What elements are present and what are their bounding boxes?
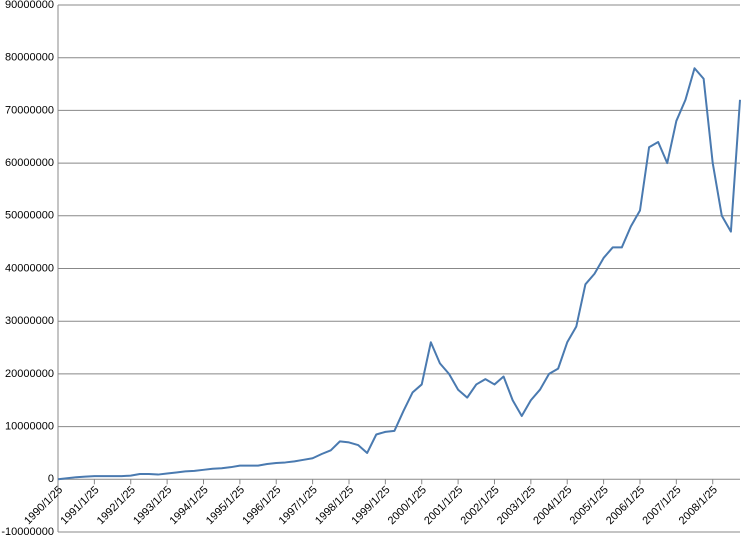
y-tick-label: 40000000 bbox=[5, 262, 54, 274]
x-tick-label: 1993/1/25 bbox=[131, 484, 174, 527]
x-tick-label: 1996/1/25 bbox=[240, 484, 283, 527]
x-tick-label: 1991/1/25 bbox=[58, 484, 101, 527]
x-tick-label: 1992/1/25 bbox=[95, 484, 138, 527]
x-tick-label: 1998/1/25 bbox=[313, 484, 356, 527]
y-tick-label: 70000000 bbox=[5, 104, 54, 116]
x-tick-label: 2007/1/25 bbox=[640, 484, 683, 527]
x-tick-label: 2000/1/25 bbox=[386, 484, 429, 527]
y-tick-label: 50000000 bbox=[5, 210, 54, 222]
y-tick-label: 0 bbox=[48, 473, 54, 485]
x-tick-label: 2004/1/25 bbox=[531, 484, 574, 527]
x-tick-label: 2003/1/25 bbox=[495, 484, 538, 527]
x-tick-label: 1995/1/25 bbox=[204, 484, 247, 527]
x-tick-label: 2005/1/25 bbox=[568, 484, 611, 527]
x-tick-label: 1999/1/25 bbox=[349, 484, 392, 527]
y-tick-label: 20000000 bbox=[5, 368, 54, 380]
data-line bbox=[57, 67, 741, 481]
x-tick-label: 1990/1/25 bbox=[22, 484, 65, 527]
x-tick-label: 2006/1/25 bbox=[604, 484, 647, 527]
x-tick-label: 1994/1/25 bbox=[168, 484, 211, 527]
y-tick-label: 60000000 bbox=[5, 157, 54, 169]
y-tick-label: 30000000 bbox=[5, 315, 54, 327]
y-tick-label: 80000000 bbox=[5, 52, 54, 64]
x-tick-label: 2008/1/25 bbox=[677, 484, 720, 527]
x-tick-label: 2001/1/25 bbox=[422, 484, 465, 527]
x-tick-label: 2002/1/25 bbox=[459, 484, 502, 527]
y-tick-label: -10000000 bbox=[1, 526, 54, 538]
x-tick-label: 1997/1/25 bbox=[277, 484, 320, 527]
y-tick-label: 10000000 bbox=[5, 421, 54, 433]
y-tick-label: 90000000 bbox=[5, 0, 54, 11]
